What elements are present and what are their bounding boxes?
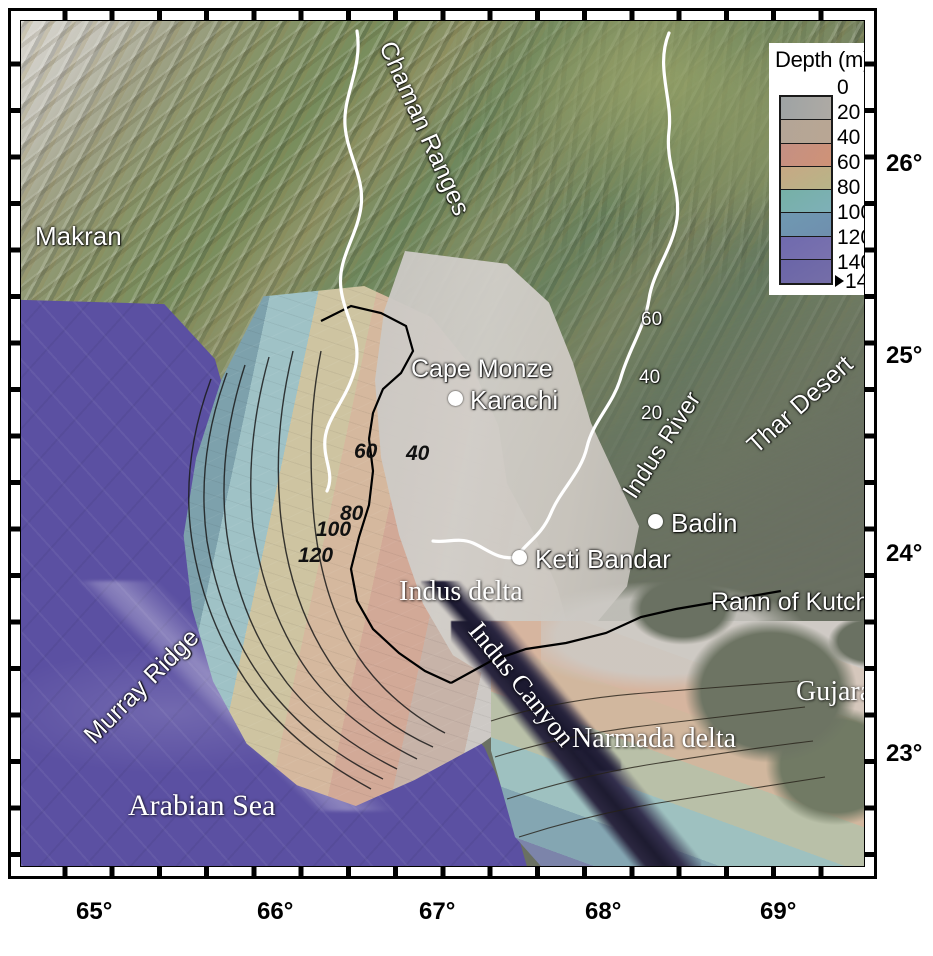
latitude-label-25: 25° bbox=[886, 342, 922, 370]
latitude-label-26: 26° bbox=[886, 150, 922, 178]
legend-tick-20: 20 bbox=[837, 101, 861, 124]
longitude-value-67: 67 bbox=[419, 898, 446, 925]
latitude-value-23: 23 bbox=[886, 740, 913, 767]
latitude-label-24: 24° bbox=[886, 540, 922, 568]
contour-120m bbox=[187, 378, 372, 790]
contour-narmada-a bbox=[490, 680, 800, 722]
legend-swatch-80-100 bbox=[781, 190, 831, 214]
degree-symbol: ° bbox=[611, 898, 622, 925]
coastline-indus-delta bbox=[349, 438, 452, 684]
coastline-kutch bbox=[450, 589, 782, 684]
contour-80m bbox=[223, 364, 398, 770]
indus-river-delta-branch bbox=[431, 538, 519, 560]
indus-canyon-incision-upper bbox=[421, 581, 621, 771]
contour-20m bbox=[310, 350, 446, 734]
latitude-value-24: 24 bbox=[886, 540, 913, 567]
legend-swatch-60-80 bbox=[781, 166, 831, 190]
legend-tick-60: 60 bbox=[837, 151, 861, 174]
degree-symbol: ° bbox=[445, 898, 456, 925]
longitude-label-68: 68° bbox=[585, 898, 621, 926]
contour-narmada-d bbox=[518, 776, 826, 838]
legend-tick-0: 0 bbox=[837, 76, 849, 99]
longitude-label-66: 66° bbox=[257, 898, 293, 926]
legend-title: Depth (m) bbox=[775, 47, 865, 72]
degree-symbol: ° bbox=[283, 898, 294, 925]
axis-ticks-top bbox=[20, 11, 865, 20]
contour-narmada-b bbox=[494, 706, 806, 758]
longitude-value-68: 68 bbox=[585, 898, 612, 925]
coastline-karachi bbox=[320, 304, 415, 440]
longitude-value-65: 65 bbox=[76, 898, 103, 925]
degree-symbol: ° bbox=[912, 540, 923, 567]
degree-symbol: ° bbox=[912, 150, 923, 177]
latitude-value-26: 26 bbox=[886, 150, 913, 177]
legend-color-bar bbox=[779, 95, 833, 285]
degree-symbol: ° bbox=[912, 740, 923, 767]
city-marker-badin bbox=[648, 514, 663, 529]
legend-swatch-100-120 bbox=[781, 213, 831, 237]
legend-tick-120: 120 bbox=[837, 226, 864, 249]
longitude-value-66: 66 bbox=[257, 898, 284, 925]
indus-river-lower bbox=[515, 31, 680, 559]
legend-tick-100: 100 bbox=[837, 201, 864, 224]
legend-tick-40: 40 bbox=[837, 126, 861, 149]
longitude-label-65: 65° bbox=[76, 898, 112, 926]
city-marker-karachi bbox=[448, 391, 463, 406]
contour-60m bbox=[250, 356, 418, 760]
legend-swatch-20-40 bbox=[781, 120, 831, 144]
indus-river-course bbox=[323, 29, 364, 493]
legend-swatch-0-20 bbox=[781, 97, 831, 121]
longitude-label-69: 69° bbox=[760, 898, 796, 926]
legend-swatch-over-140 bbox=[781, 259, 831, 283]
legend-tick-80: 80 bbox=[837, 176, 861, 199]
legend-swatch-120-140 bbox=[781, 236, 831, 260]
contour-narmada-c bbox=[506, 740, 814, 800]
longitude-value-69: 69 bbox=[760, 898, 787, 925]
axis-ticks-bottom bbox=[20, 867, 865, 876]
legend-overflow-arrow-icon bbox=[835, 275, 844, 287]
contour-100m bbox=[203, 372, 384, 780]
legend-tick-over-140: 140 bbox=[845, 270, 864, 293]
longitude-label-67: 67° bbox=[419, 898, 455, 926]
axis-ticks-right bbox=[865, 20, 874, 867]
contour-40m bbox=[277, 350, 434, 748]
latitude-value-25: 25 bbox=[886, 342, 913, 369]
axis-ticks-left bbox=[11, 20, 20, 867]
degree-symbol: ° bbox=[912, 342, 923, 369]
city-marker-keti-bandar bbox=[512, 550, 527, 565]
map-plot-area: Makran Chaman Ranges Thar Desert Rann of… bbox=[20, 20, 865, 867]
legend-tick-140: 140 bbox=[837, 251, 864, 274]
map-vector-overlay bbox=[187, 29, 826, 838]
degree-symbol: ° bbox=[786, 898, 797, 925]
legend-swatch-40-60 bbox=[781, 143, 831, 167]
latitude-label-23: 23° bbox=[886, 740, 922, 768]
depth-legend: Depth (m) 0 20 40 60 80 100 120 140 140 bbox=[769, 43, 865, 295]
degree-symbol: ° bbox=[102, 898, 113, 925]
